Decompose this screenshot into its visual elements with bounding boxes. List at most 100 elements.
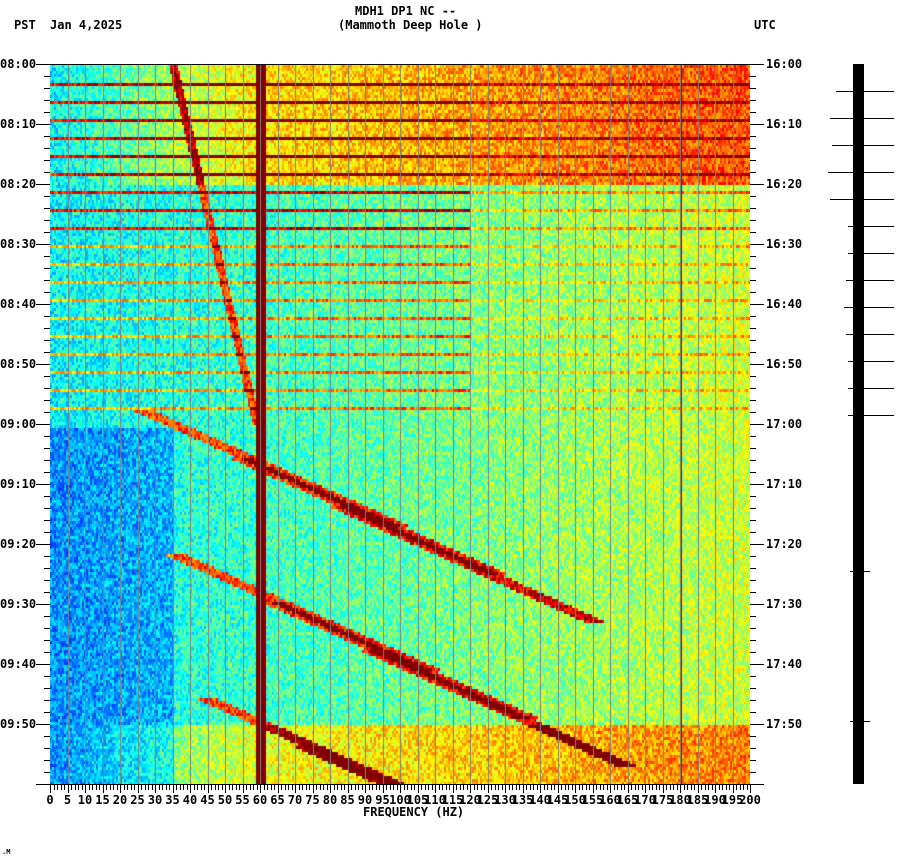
y-tick-left	[44, 208, 50, 209]
x-tick	[638, 784, 639, 790]
y-tick-left	[44, 748, 50, 749]
x-tick	[505, 784, 506, 793]
x-tick	[50, 784, 51, 793]
y-label-left: 08:00	[0, 57, 37, 71]
x-tick	[141, 784, 142, 790]
x-tick	[498, 784, 499, 790]
x-tick	[684, 784, 685, 790]
y-tick-left	[36, 544, 50, 545]
x-tick	[645, 784, 646, 793]
x-label: 180	[669, 793, 691, 807]
spectrogram-heatmap	[50, 65, 750, 784]
x-label: 115	[441, 793, 464, 807]
x-tick	[687, 784, 688, 790]
x-tick	[432, 784, 433, 790]
x-tick	[355, 784, 356, 790]
x-label: 190	[704, 793, 726, 807]
x-label: 160	[599, 793, 621, 807]
y-tick-right	[750, 412, 756, 413]
x-tick	[554, 784, 555, 790]
x-tick	[526, 784, 527, 790]
x-tick	[635, 784, 636, 790]
x-label: 30	[147, 793, 163, 807]
x-tick	[666, 784, 667, 790]
x-tick	[425, 784, 426, 790]
x-tick	[309, 784, 310, 790]
y-tick-left	[44, 616, 50, 617]
x-tick	[215, 784, 216, 790]
y-label-left: 08:40	[0, 297, 37, 311]
seismogram-spike	[848, 361, 894, 362]
x-tick	[631, 784, 632, 790]
y-tick-right	[750, 340, 756, 341]
x-tick	[166, 784, 167, 790]
x-label: 45	[200, 793, 215, 807]
y-tick-right	[750, 760, 756, 761]
y-tick-right	[750, 676, 756, 677]
x-tick	[64, 784, 65, 790]
y-tick-right	[750, 136, 756, 137]
y-tick-left	[36, 364, 50, 365]
x-tick	[124, 784, 125, 790]
spectrogram-plot	[50, 64, 750, 784]
x-tick	[190, 784, 191, 793]
x-tick	[680, 784, 681, 793]
seismogram-spike	[828, 172, 894, 173]
x-tick	[729, 784, 730, 790]
x-label: 90	[357, 793, 373, 807]
x-label: 70	[287, 793, 303, 807]
y-tick-left	[44, 460, 50, 461]
seismogram-spike	[846, 334, 894, 335]
x-tick	[481, 784, 482, 790]
x-tick	[313, 784, 314, 793]
x-label: 175	[651, 793, 674, 807]
x-tick	[533, 784, 534, 790]
x-tick	[302, 784, 303, 790]
seismogram-spike	[848, 388, 894, 389]
y-tick-right	[750, 628, 756, 629]
x-tick	[299, 784, 300, 790]
x-tick	[264, 784, 265, 790]
x-label: 200	[739, 793, 761, 807]
x-tick	[362, 784, 363, 790]
x-tick	[404, 784, 405, 790]
x-tick	[316, 784, 317, 790]
y-tick-left	[44, 772, 50, 773]
y-tick-left	[36, 484, 50, 485]
x-tick	[267, 784, 268, 790]
x-tick	[474, 784, 475, 790]
x-tick	[285, 784, 286, 790]
y-label-right: 17:30	[766, 597, 803, 611]
x-tick	[470, 784, 471, 793]
x-tick	[110, 784, 111, 790]
y-tick-right	[750, 256, 756, 257]
x-label: 20	[112, 793, 128, 807]
x-tick	[281, 784, 282, 790]
x-tick	[603, 784, 604, 790]
y-tick-right	[750, 388, 756, 389]
x-tick	[134, 784, 135, 790]
x-tick	[579, 784, 580, 790]
y-tick-right	[750, 64, 764, 65]
x-tick	[253, 784, 254, 790]
x-tick	[575, 784, 576, 793]
x-tick	[736, 784, 737, 790]
x-tick	[677, 784, 678, 790]
y-label-left: 08:50	[0, 357, 37, 371]
x-tick	[358, 784, 359, 790]
x-tick	[71, 784, 72, 790]
x-tick	[260, 784, 261, 793]
x-tick	[397, 784, 398, 790]
x-tick	[155, 784, 156, 793]
y-tick-right	[750, 352, 756, 353]
x-tick	[400, 784, 401, 793]
x-tick	[180, 784, 181, 790]
x-tick	[323, 784, 324, 790]
y-tick-right	[750, 772, 756, 773]
y-label-left: 09:00	[0, 417, 37, 431]
x-tick	[162, 784, 163, 790]
x-tick	[663, 784, 664, 793]
seismogram-spike	[848, 253, 894, 254]
x-tick	[365, 784, 366, 793]
x-tick	[211, 784, 212, 790]
